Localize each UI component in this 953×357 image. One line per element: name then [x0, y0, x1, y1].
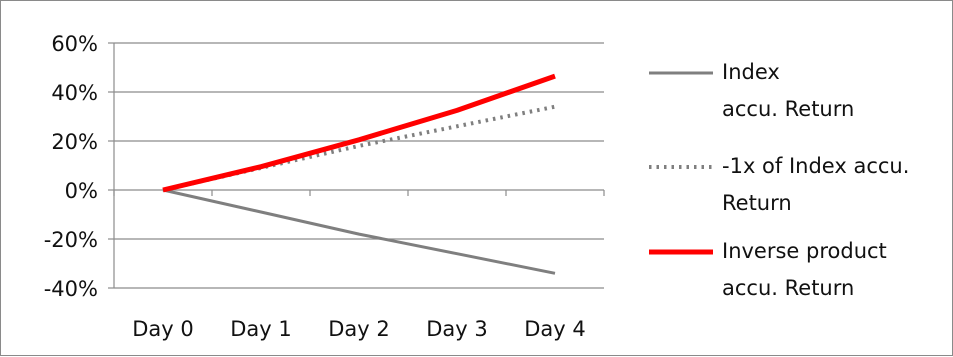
y-tick-label: 40% — [51, 81, 98, 105]
series-line-2 — [162, 73, 556, 193]
x-tick-label: Day 4 — [524, 317, 586, 341]
series-lines — [162, 73, 556, 275]
x-tick-label: Day 1 — [230, 317, 292, 341]
legend: Index accu. Return -1x of Index accu. Retur… — [649, 60, 909, 300]
gridlines — [114, 42, 604, 289]
legend-label: Return — [722, 191, 792, 215]
legend-label: accu. Return — [722, 276, 854, 300]
x-tick-label: Day 2 — [328, 317, 390, 341]
x-tick-label: Day 3 — [426, 317, 488, 341]
legend-label: Inverse product — [722, 239, 887, 263]
series-line-0 — [162, 188, 556, 275]
legend-label: accu. Return — [722, 97, 854, 121]
x-tick-label: Day 0 — [132, 317, 194, 341]
legend-label: -1x of Index accu. — [722, 154, 909, 178]
legend-label: Index — [722, 60, 780, 84]
y-tick-label: 60% — [51, 32, 98, 56]
y-tick-label: 0% — [65, 179, 98, 203]
y-tick-label: -40% — [44, 277, 98, 301]
y-tick-label: 20% — [51, 130, 98, 154]
y-tick-label: -20% — [44, 228, 98, 252]
axes: -40% -20% 0% 20% 40% 60% Day 0 Day 1 Day 2 Day 3 D… — [44, 32, 605, 341]
